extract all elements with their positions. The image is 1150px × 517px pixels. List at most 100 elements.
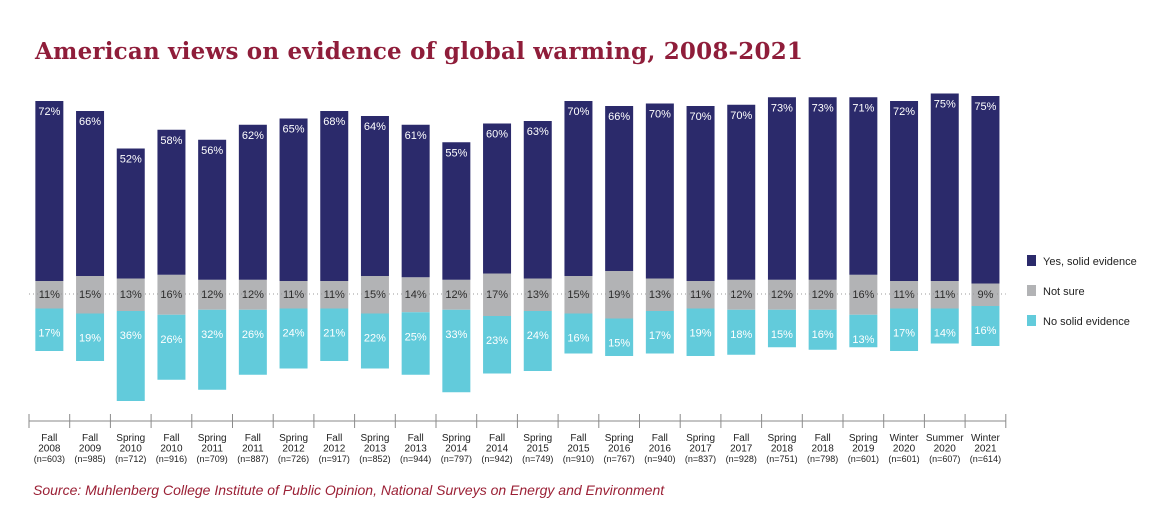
bar-yes bbox=[645, 103, 674, 279]
data-label-not-sure: 11% bbox=[934, 289, 955, 301]
bar-group: 75% 9% 16% bbox=[971, 96, 1000, 346]
tick-label: Summer bbox=[926, 433, 964, 444]
bar-no bbox=[930, 308, 959, 344]
bar-no bbox=[442, 309, 471, 393]
tick-label: (n=940) bbox=[644, 454, 675, 464]
data-label-not-sure: 11% bbox=[283, 289, 304, 301]
bar-not-sure bbox=[279, 281, 308, 309]
data-label-no: 16% bbox=[812, 329, 834, 341]
bar-no bbox=[35, 308, 64, 351]
tick-label: Fall bbox=[570, 433, 586, 444]
tick-label: Fall bbox=[733, 433, 749, 444]
bar-group: 58% 16% 26% bbox=[157, 129, 186, 380]
data-label-not-sure: 15% bbox=[567, 289, 589, 301]
data-label-not-sure: 12% bbox=[242, 289, 264, 301]
bar-no bbox=[483, 316, 512, 374]
data-label-not-sure: 12% bbox=[730, 289, 752, 301]
data-label-no: 17% bbox=[38, 328, 60, 340]
bar-group: 73% 12% 15% bbox=[767, 97, 796, 348]
data-label-not-sure: 12% bbox=[812, 289, 834, 301]
tick-label: Spring bbox=[279, 433, 308, 444]
data-label-not-sure: 9% bbox=[977, 289, 993, 301]
tick-label: 2017 bbox=[730, 444, 753, 455]
legend: Yes, solid evidence Not sure No solid evid… bbox=[1027, 255, 1137, 328]
bar-yes bbox=[360, 116, 389, 276]
bar-yes bbox=[198, 139, 227, 280]
bar-not-sure bbox=[116, 278, 145, 311]
data-label-yes: 55% bbox=[445, 147, 467, 159]
bar-yes bbox=[564, 101, 593, 276]
data-label-not-sure: 17% bbox=[486, 289, 508, 301]
data-label-not-sure: 12% bbox=[445, 289, 467, 301]
x-axis: Fall2008(n=603)Fall2009(n=985)Spring2010… bbox=[28, 293, 1007, 464]
bar-group: 56% 12% 32% bbox=[198, 139, 227, 390]
data-label-yes: 70% bbox=[567, 106, 589, 118]
bar-group: 72% 11% 17% bbox=[890, 101, 919, 351]
data-label-no: 13% bbox=[852, 334, 874, 346]
data-label-not-sure: 11% bbox=[324, 289, 345, 301]
bar-not-sure bbox=[727, 279, 756, 310]
bar-not-sure bbox=[808, 279, 837, 310]
data-label-no: 22% bbox=[364, 333, 386, 345]
data-label-yes: 60% bbox=[486, 129, 508, 141]
bar-group: 62% 12% 26% bbox=[238, 124, 267, 375]
data-label-no: 21% bbox=[323, 328, 345, 340]
tick-label: (n=916) bbox=[156, 454, 187, 464]
tick-label: (n=614) bbox=[970, 454, 1001, 464]
tick-label: 2013 bbox=[364, 444, 387, 455]
data-label-not-sure: 11% bbox=[893, 289, 914, 301]
chart-title: American views on evidence of global war… bbox=[35, 38, 804, 65]
bar-yes bbox=[483, 123, 512, 274]
bar-no bbox=[808, 309, 837, 350]
data-label-yes: 61% bbox=[405, 130, 427, 142]
tick-label: (n=767) bbox=[604, 454, 635, 464]
data-label-yes: 72% bbox=[38, 106, 60, 118]
tick-label: Fall bbox=[815, 433, 831, 444]
bar-yes bbox=[76, 111, 105, 276]
data-label-not-sure: 13% bbox=[649, 289, 671, 301]
data-label-yes: 66% bbox=[79, 116, 101, 128]
tick-label: Fall bbox=[82, 433, 98, 444]
data-label-yes: 72% bbox=[893, 106, 915, 118]
data-label-not-sure: 13% bbox=[527, 289, 549, 301]
bar-no bbox=[564, 313, 593, 354]
bar-group: 70% 13% 17% bbox=[645, 103, 674, 354]
data-label-yes: 58% bbox=[160, 135, 182, 147]
legend-label: No solid evidence bbox=[1043, 316, 1130, 328]
bar-yes bbox=[767, 97, 796, 280]
tick-label: 2020 bbox=[934, 444, 957, 455]
data-label-no: 19% bbox=[79, 333, 101, 345]
tick-label: 2010 bbox=[160, 444, 183, 455]
tick-label: (n=917) bbox=[319, 454, 350, 464]
tick-label: 2014 bbox=[486, 444, 509, 455]
bar-not-sure bbox=[320, 281, 349, 309]
bar-yes bbox=[35, 101, 64, 281]
bar-not-sure bbox=[564, 276, 593, 314]
bar-yes bbox=[686, 106, 715, 281]
tick-label: (n=798) bbox=[807, 454, 838, 464]
tick-label: (n=603) bbox=[34, 454, 65, 464]
bar-group: 71% 16% 13% bbox=[849, 97, 878, 348]
data-label-yes: 68% bbox=[323, 116, 345, 128]
tick-label: (n=910) bbox=[563, 454, 594, 464]
tick-label: (n=928) bbox=[726, 454, 757, 464]
bar-yes bbox=[523, 121, 552, 279]
tick-label: (n=712) bbox=[115, 454, 146, 464]
data-label-no: 24% bbox=[283, 328, 305, 340]
data-label-yes: 62% bbox=[242, 130, 264, 142]
bar-not-sure bbox=[483, 273, 512, 316]
tick-label: (n=607) bbox=[929, 454, 960, 464]
tick-label: (n=944) bbox=[400, 454, 431, 464]
bar-yes bbox=[605, 106, 634, 271]
tick-label: 2009 bbox=[79, 444, 102, 455]
bar-not-sure bbox=[645, 278, 674, 311]
tick-label: Spring bbox=[442, 433, 471, 444]
bar-yes bbox=[890, 101, 919, 281]
tick-label: Fall bbox=[652, 433, 668, 444]
data-label-yes: 73% bbox=[771, 102, 793, 114]
data-label-yes: 64% bbox=[364, 121, 386, 133]
data-label-no: 33% bbox=[445, 329, 467, 341]
tick-label: 2020 bbox=[893, 444, 916, 455]
data-label-no: 14% bbox=[934, 328, 956, 340]
